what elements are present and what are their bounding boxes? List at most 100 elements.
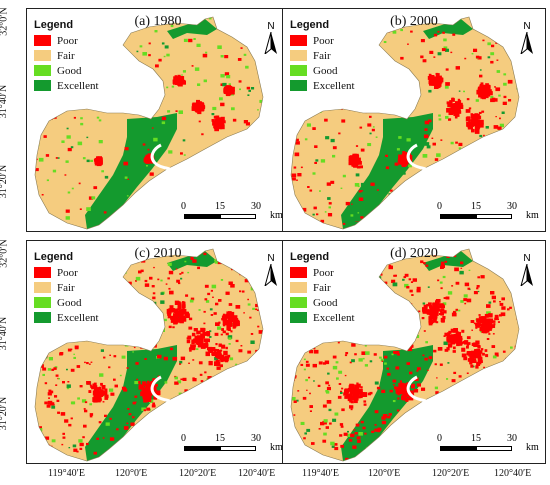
patch-poor [38, 352, 43, 356]
patch-poor [451, 379, 456, 383]
scale-segment [440, 446, 476, 451]
patch-poor [170, 218, 173, 221]
patch-poor [293, 414, 296, 416]
patch-poor [410, 319, 415, 323]
patch-poor [192, 359, 195, 361]
patch-poor [370, 331, 374, 334]
patch-poor [424, 128, 428, 131]
patch-poor [484, 322, 487, 325]
patch-poor [493, 147, 496, 150]
patch-poor [307, 186, 310, 188]
legend-swatch [34, 50, 51, 61]
patch-poor [518, 371, 519, 376]
patch-poor [476, 352, 481, 356]
patch-poor [380, 302, 385, 306]
patch-excellent [488, 301, 492, 304]
patch-poor [109, 417, 112, 420]
legend-item: Excellent [34, 78, 99, 93]
patch-poor [198, 361, 203, 365]
patch-good [80, 117, 83, 120]
legend-label: Poor [313, 266, 334, 279]
patch-good [309, 222, 313, 225]
patch-poor [433, 56, 436, 58]
patch-poor [425, 418, 429, 422]
patch-poor [484, 178, 490, 182]
patch-poor [240, 378, 245, 382]
patch-poor [164, 179, 169, 182]
scale-tick-label: 15 [215, 201, 225, 212]
patch-poor [402, 383, 405, 386]
patch-good [252, 229, 255, 231]
patch-good [52, 331, 57, 335]
patch-good [434, 386, 438, 390]
patch-excellent [214, 357, 219, 361]
patch-poor [238, 80, 242, 83]
patch-poor [256, 309, 259, 311]
patch-poor [168, 270, 174, 275]
patch-poor [134, 401, 137, 403]
patch-poor [317, 384, 321, 387]
patch-good [499, 123, 504, 128]
patch-poor [181, 308, 185, 312]
patch-poor [481, 95, 486, 100]
patch-poor [483, 134, 485, 137]
patch-poor [493, 380, 498, 384]
patch-poor [444, 260, 448, 263]
patch-good [114, 38, 116, 40]
patch-good [139, 45, 143, 48]
patch-poor [440, 287, 443, 290]
patch-poor [207, 347, 211, 351]
patch-poor [492, 148, 496, 152]
legend: Legend Poor Fair Good Excellent [34, 19, 99, 93]
patch-excellent [331, 445, 335, 448]
patch-poor [441, 48, 446, 52]
patch-poor [294, 152, 300, 157]
patch-poor [120, 265, 125, 270]
patch-poor [37, 445, 42, 449]
patch-good [146, 165, 148, 167]
patch-poor [259, 421, 262, 424]
patch-poor [144, 279, 148, 283]
patch-good [408, 164, 412, 168]
patch-poor [385, 154, 388, 157]
legend-label: Fair [313, 49, 331, 62]
patch-poor [44, 401, 48, 405]
patch-poor [190, 257, 194, 260]
patch-poor [478, 316, 481, 319]
patch-poor [236, 148, 240, 152]
patch-poor [206, 351, 210, 355]
patch-poor [495, 87, 501, 92]
patch-poor [155, 64, 159, 68]
patch-poor [144, 358, 147, 360]
patch-poor [237, 149, 241, 153]
patch-poor [478, 91, 481, 94]
scale-tick-label: 0 [437, 433, 442, 444]
patch-good [463, 294, 468, 298]
patch-poor [495, 380, 499, 384]
patch-poor [403, 153, 408, 159]
patch-good [250, 359, 252, 361]
patch-poor [488, 382, 493, 386]
patch-poor [70, 368, 75, 372]
patch-poor [397, 393, 400, 396]
patch-poor [93, 385, 98, 389]
patch-poor [179, 167, 182, 170]
patch-poor [507, 33, 512, 36]
lon-label: 119°40′E [302, 468, 339, 479]
patch-poor [236, 149, 240, 153]
patch-poor [393, 330, 399, 334]
patch-poor [431, 181, 436, 185]
patch-poor [178, 282, 181, 285]
patch-poor [195, 341, 199, 345]
patch-poor [148, 42, 151, 45]
patch-excellent [176, 195, 180, 198]
patch-poor [295, 138, 299, 142]
river-channel [406, 375, 435, 407]
patch-poor [400, 56, 404, 60]
panel-title: (c) 2010 [134, 246, 182, 261]
patch-excellent [424, 142, 430, 146]
patch-excellent [468, 406, 471, 408]
patch-poor [291, 173, 297, 178]
patch-poor [359, 126, 363, 129]
patch-poor [237, 148, 241, 152]
